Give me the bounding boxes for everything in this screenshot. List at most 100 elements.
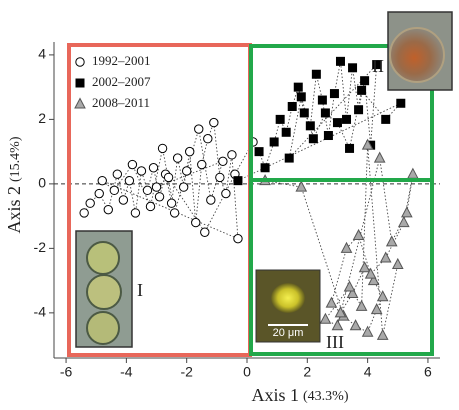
micrograph-i <box>76 231 132 347</box>
point <box>207 196 215 204</box>
x-tick-label: -4 <box>120 364 133 380</box>
point <box>349 64 357 72</box>
point <box>321 109 329 117</box>
point <box>324 132 332 140</box>
point <box>192 218 200 226</box>
point <box>408 169 418 179</box>
trajectory <box>238 61 401 180</box>
point <box>222 189 230 197</box>
point <box>164 173 172 181</box>
y-axis-title: Axis 2 (15.4%) <box>4 136 24 233</box>
x-tick-label: -2 <box>180 364 193 380</box>
point <box>336 57 344 65</box>
region-label: I <box>137 280 143 300</box>
micrograph-iii: 20 μm <box>256 270 320 342</box>
point <box>137 167 145 175</box>
point <box>198 160 206 168</box>
point <box>155 193 163 201</box>
point <box>326 298 336 308</box>
point <box>332 320 342 330</box>
point <box>219 157 227 165</box>
point <box>128 160 136 168</box>
point <box>330 90 338 98</box>
point <box>402 207 412 217</box>
point <box>333 119 341 127</box>
y-tick-label: -2 <box>34 239 47 255</box>
y-tick-label: 4 <box>38 46 46 62</box>
legend-label: 2008–2011 <box>92 95 150 110</box>
point <box>179 183 187 191</box>
y-axis-label: Axis 2 <box>4 186 24 234</box>
point <box>397 99 405 107</box>
point <box>234 177 242 185</box>
point <box>355 106 363 114</box>
y-tick-label: 0 <box>38 175 46 191</box>
x-tick-label: 2 <box>303 364 311 380</box>
point <box>294 83 302 91</box>
point <box>345 282 355 292</box>
x-tick-label: -6 <box>60 364 73 380</box>
point <box>95 189 103 197</box>
legend-label: 2002–2007 <box>92 74 151 89</box>
point <box>170 209 178 217</box>
point <box>182 167 190 175</box>
point <box>306 122 314 130</box>
point <box>234 234 242 242</box>
point <box>282 128 290 136</box>
point <box>296 182 306 192</box>
point <box>375 153 385 163</box>
point <box>110 186 118 194</box>
legend: 1992–2001 2002–2007 2008–2011 <box>75 53 151 110</box>
micrograph-ii <box>388 12 452 90</box>
point <box>360 262 370 272</box>
point <box>343 115 351 123</box>
point <box>354 230 364 240</box>
point <box>346 144 354 152</box>
point <box>143 186 151 194</box>
point <box>113 170 121 178</box>
point <box>342 243 352 253</box>
point <box>270 138 278 146</box>
point <box>210 118 218 126</box>
point <box>204 135 212 143</box>
point <box>399 217 409 227</box>
x-axis-label: Axis 1 <box>251 385 299 405</box>
x-axis-note: (43.3%) <box>303 389 349 404</box>
legend-marker <box>76 58 84 66</box>
point <box>378 330 388 340</box>
x-axis-title: Axis 1 (43.3%) <box>251 385 348 405</box>
point <box>363 327 373 337</box>
point <box>216 173 224 181</box>
point <box>297 93 305 101</box>
point <box>285 154 293 162</box>
point <box>288 102 296 110</box>
point <box>361 77 369 85</box>
region-label: II <box>372 56 384 76</box>
x-tick-label: 6 <box>424 364 432 380</box>
y-tick-label: -4 <box>34 304 47 320</box>
point <box>255 148 263 156</box>
point <box>158 144 166 152</box>
point <box>125 176 133 184</box>
point <box>201 228 209 236</box>
point <box>152 183 160 191</box>
point <box>381 253 391 262</box>
point <box>358 86 366 94</box>
point <box>104 205 112 213</box>
point <box>309 135 317 143</box>
region-label: III <box>326 332 344 352</box>
point <box>167 199 175 207</box>
point <box>276 115 284 123</box>
point <box>146 202 154 210</box>
legend-marker <box>76 79 84 87</box>
y-axis-note: (15.4%) <box>8 136 23 182</box>
point <box>195 125 203 133</box>
x-tick-label: 0 <box>243 364 251 380</box>
point <box>393 259 403 269</box>
point <box>387 236 397 246</box>
point <box>186 147 194 155</box>
y-tick-label: 2 <box>38 110 46 126</box>
point <box>312 70 320 78</box>
legend-label: 1992–2001 <box>92 53 151 68</box>
point <box>98 176 106 184</box>
